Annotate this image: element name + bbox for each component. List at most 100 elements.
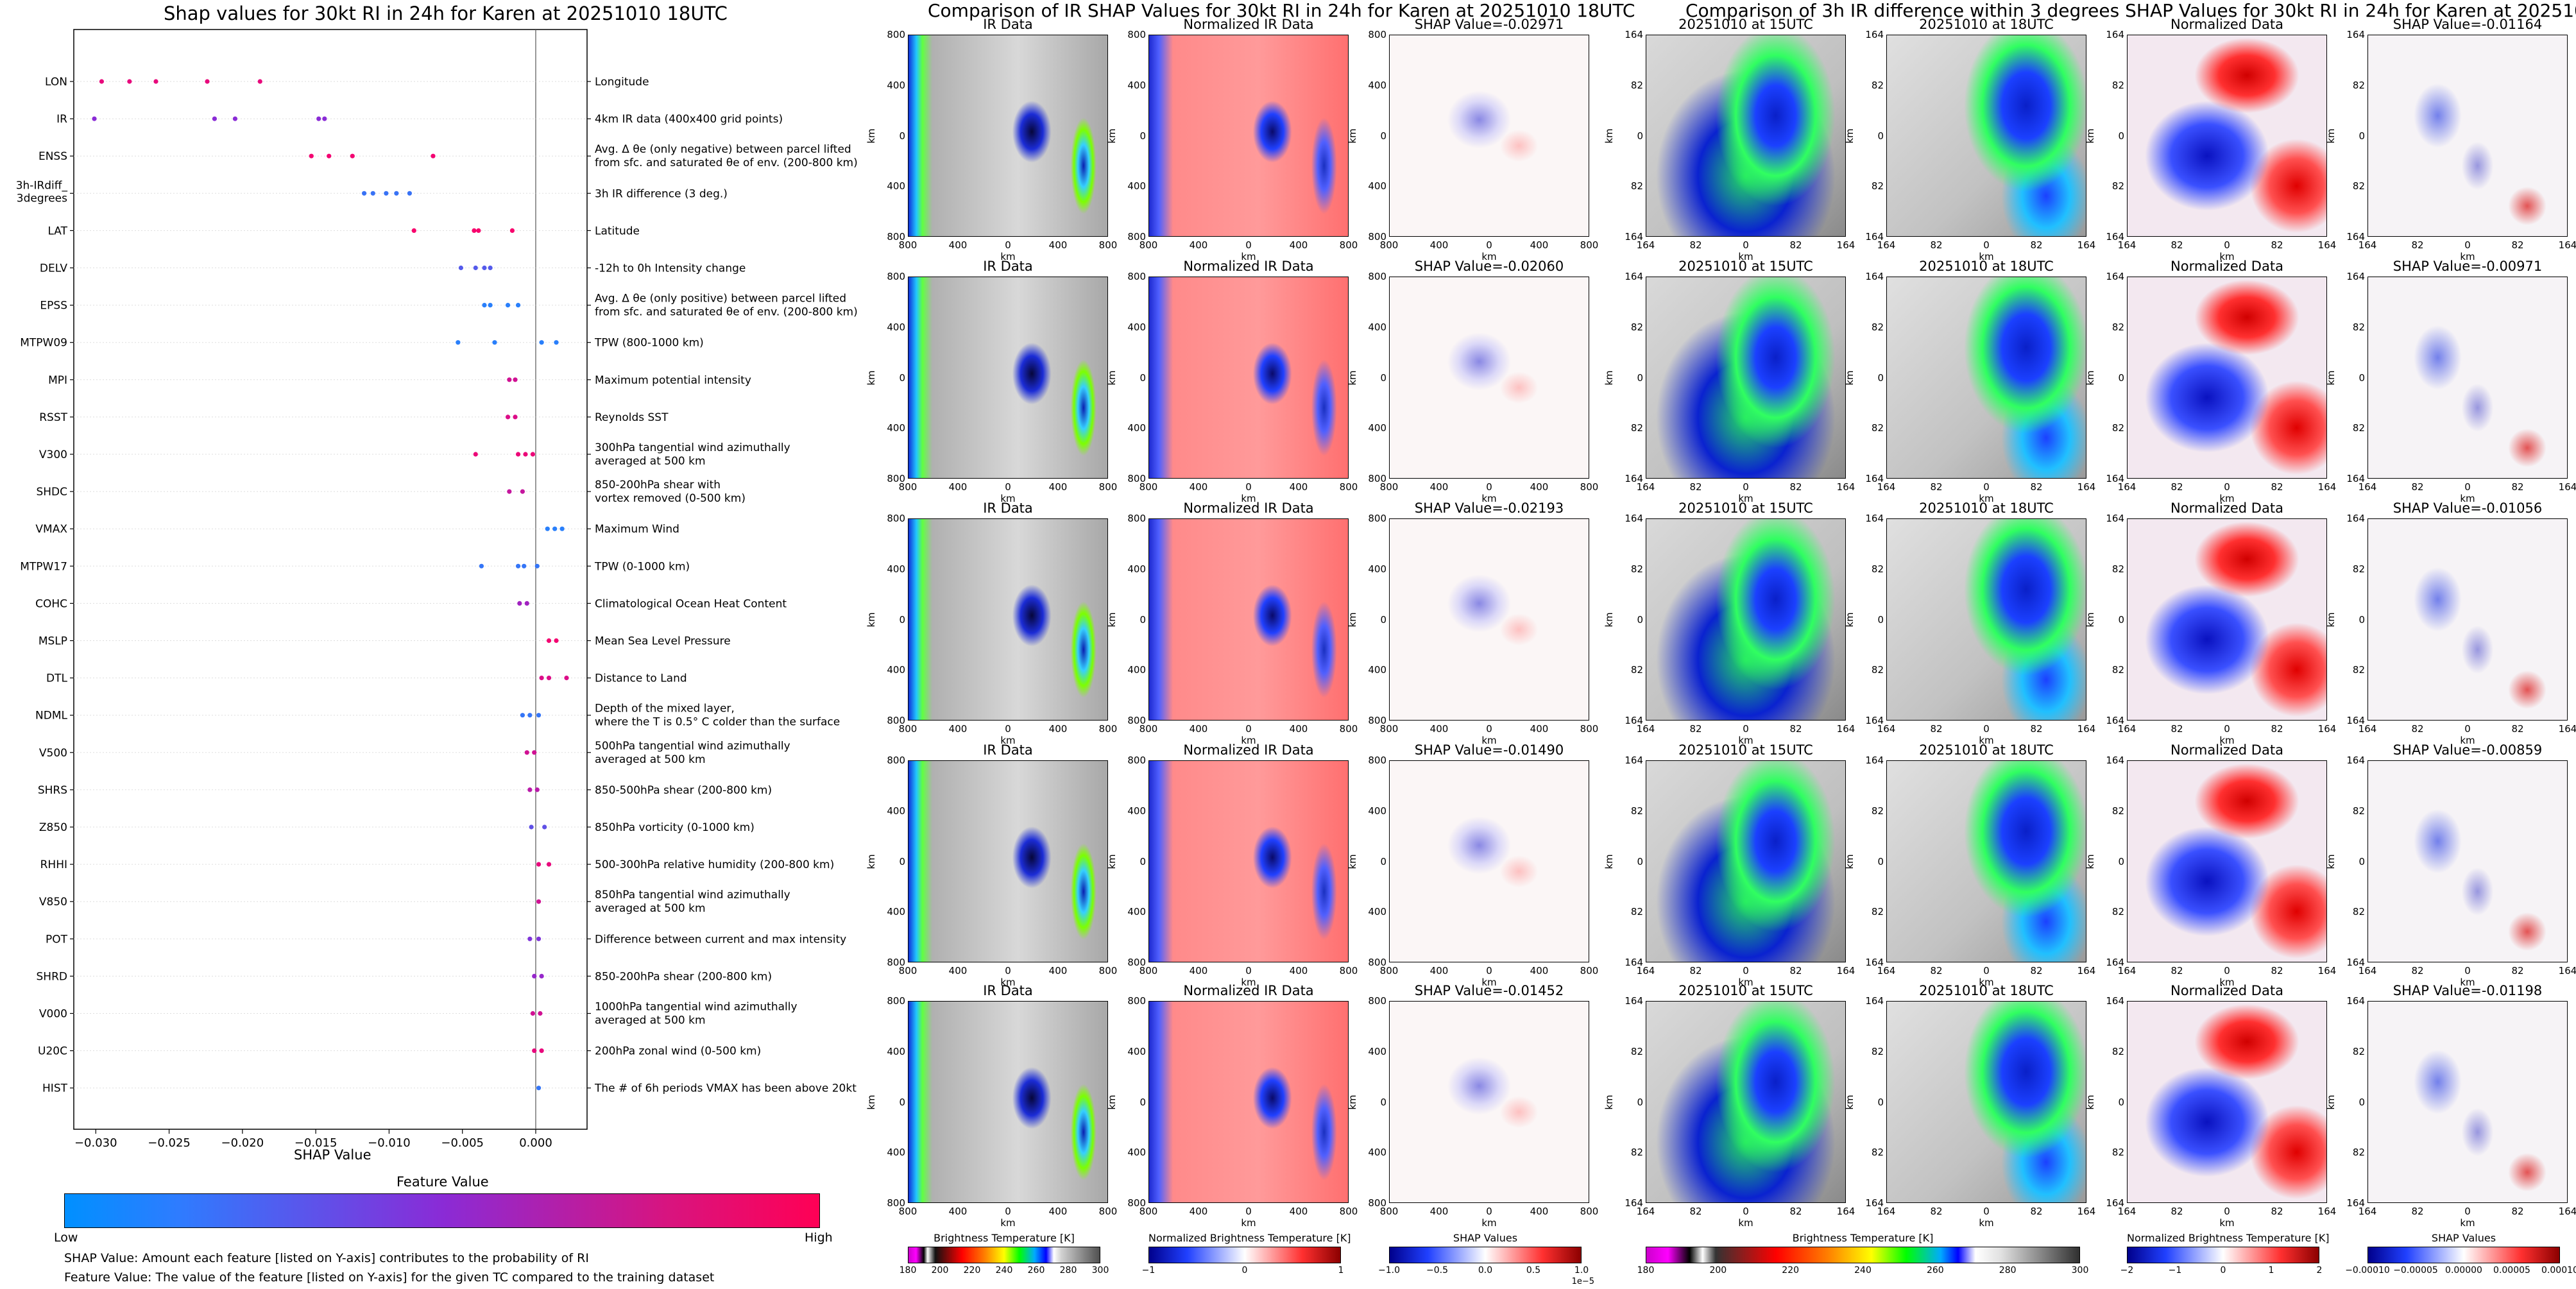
y-tick-label: 164 [2106, 1197, 2124, 1209]
y-tick-label: 82 [2352, 805, 2365, 817]
y-tick-label: 400 [1127, 79, 1146, 91]
diff-shap-image [2367, 1001, 2568, 1203]
colorbar-tick-label: 180 [1637, 1265, 1655, 1276]
tile-title: 20251010 at 15UTC [1678, 17, 1813, 32]
shap-point [554, 638, 559, 644]
shap-point [205, 79, 210, 84]
feature-desc-label: 4km IR data (400x400 grid points) [595, 113, 783, 126]
feature-desc-label: Avg. Δ θe (only positive) between parcel… [595, 293, 858, 319]
y-tick-label: 164 [2346, 995, 2365, 1007]
y-tick-label: 164 [2346, 473, 2365, 484]
x-axis-label: km [1000, 251, 1016, 262]
y-axis-label: km [1844, 611, 1855, 627]
shap-point [545, 526, 550, 531]
colorbar-tick-label: −1.0 [1378, 1265, 1400, 1276]
x-tick-label: 800 [1098, 723, 1118, 735]
shap-point [542, 824, 547, 830]
x-tick-label: 164 [1877, 481, 1896, 493]
y-tick-label: 0 [2118, 1096, 2124, 1108]
x-tick-label: 400 [1289, 239, 1308, 251]
y-tick-label: 800 [887, 513, 905, 524]
x-tick-label: 82 [1689, 1206, 1702, 1217]
shap-point [212, 116, 218, 121]
tile-title: 20251010 at 15UTC [1678, 983, 1813, 998]
y-tick-label: 800 [887, 755, 905, 766]
y-tick-label: 164 [1625, 231, 1643, 243]
x-axis-label: km [1738, 735, 1753, 746]
feature-desc-label: 500hPa tangential wind azimuthally averag… [595, 740, 790, 766]
x-tick-label: 82 [2511, 723, 2524, 735]
shap-xlabel: SHAP Value [294, 1147, 371, 1163]
shap-point [523, 452, 528, 457]
tile-title: IR Data [983, 259, 1033, 274]
x-tick-label: 82 [2271, 239, 2283, 251]
y-tick-label: 800 [1127, 231, 1146, 243]
x-tick-label: 0 [2464, 239, 2471, 251]
y-axis-label: km [1106, 853, 1118, 869]
y-axis-label: km [1603, 853, 1615, 869]
shap-point [546, 676, 552, 681]
x-tick-label: 82 [2411, 1206, 2424, 1217]
tile-title: Normalized IR Data [1183, 500, 1314, 516]
y-tick-label: 82 [1630, 563, 1643, 575]
y-tick-label: 400 [1368, 563, 1386, 575]
colorbar-tick-label: 260 [1027, 1265, 1045, 1276]
x-tick-label: 0 [1005, 965, 1011, 977]
shap-point [530, 452, 536, 457]
x-tick-label: 82 [1930, 965, 1943, 977]
x-tick-label: 800 [1580, 1206, 1599, 1217]
x-tick-label: 0 [1983, 965, 1990, 977]
x-tick-label: 164 [2117, 239, 2137, 251]
y-tick-label: 0 [1380, 130, 1386, 142]
tile-title: 20251010 at 18UTC [1919, 742, 2054, 758]
y-tick-label: 0 [2358, 855, 2365, 867]
y-tick-label: 164 [1865, 715, 1884, 726]
x-tick-label: 82 [2171, 723, 2183, 735]
colorbar-tick-label: −0.00010 [2345, 1265, 2390, 1276]
y-tick-label: 0 [1139, 613, 1146, 626]
shap-point [515, 563, 521, 568]
y-axis-label: km [1603, 128, 1615, 144]
x-tick-label: 82 [2271, 481, 2283, 493]
x-tick-label: 82 [1930, 1206, 1943, 1217]
x-tick-label: 0 [1245, 481, 1252, 493]
y-tick-label: 800 [1127, 473, 1146, 484]
y-tick-label: 0 [1637, 1096, 1643, 1108]
y-tick-label: 164 [1625, 1197, 1643, 1209]
y-tick-label: 164 [2106, 473, 2124, 484]
shap-point [507, 377, 512, 382]
y-tick-label: 0 [1877, 613, 1884, 626]
x-tick-label: 400 [1048, 1206, 1068, 1217]
y-tick-label: 82 [1630, 1045, 1643, 1057]
shap-point [411, 228, 416, 233]
colorbar-tick-label: 0.00010 [2541, 1265, 2576, 1276]
feature-name-label: LAT [47, 225, 67, 237]
x-tick-label: 82 [1689, 481, 1702, 493]
y-tick-label: 800 [1368, 957, 1386, 968]
y-tick-label: 800 [1368, 29, 1386, 40]
colorbar-tick-label: 300 [1091, 1265, 1109, 1276]
x-tick-label: 164 [2558, 1206, 2576, 1217]
feature-desc-label: 300hPa tangential wind azimuthally averag… [595, 441, 790, 468]
x-tick-label: 800 [1379, 1206, 1399, 1217]
shap-point [488, 265, 493, 271]
x-tick-label: 400 [1189, 965, 1208, 977]
shap-point [527, 787, 533, 792]
x-tick-label: 0 [1245, 1206, 1252, 1217]
y-tick-label: 0 [899, 855, 905, 867]
x-tick-label: 800 [1339, 239, 1358, 251]
y-tick-label: 82 [2111, 1045, 2124, 1057]
x-tick-label: 164 [2558, 965, 2576, 977]
x-tick-label: 82 [2271, 723, 2283, 735]
x-axis-label: km [2219, 1217, 2235, 1229]
x-tick-label: −0.005 [441, 1136, 484, 1150]
feature-name-label: V000 [39, 1008, 67, 1021]
x-axis-label: km [2460, 1217, 2475, 1229]
y-tick-label: 0 [1877, 130, 1884, 142]
shap-point [513, 377, 518, 382]
legend-high-label: High [805, 1231, 833, 1245]
shap-point [529, 824, 534, 830]
x-tick-label: 82 [1789, 1206, 1802, 1217]
y-tick-label: 82 [1630, 906, 1643, 918]
x-tick-label: 800 [1580, 965, 1599, 977]
